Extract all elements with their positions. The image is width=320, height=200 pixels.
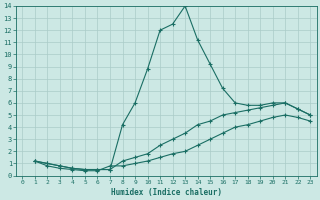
X-axis label: Humidex (Indice chaleur): Humidex (Indice chaleur) xyxy=(111,188,222,197)
